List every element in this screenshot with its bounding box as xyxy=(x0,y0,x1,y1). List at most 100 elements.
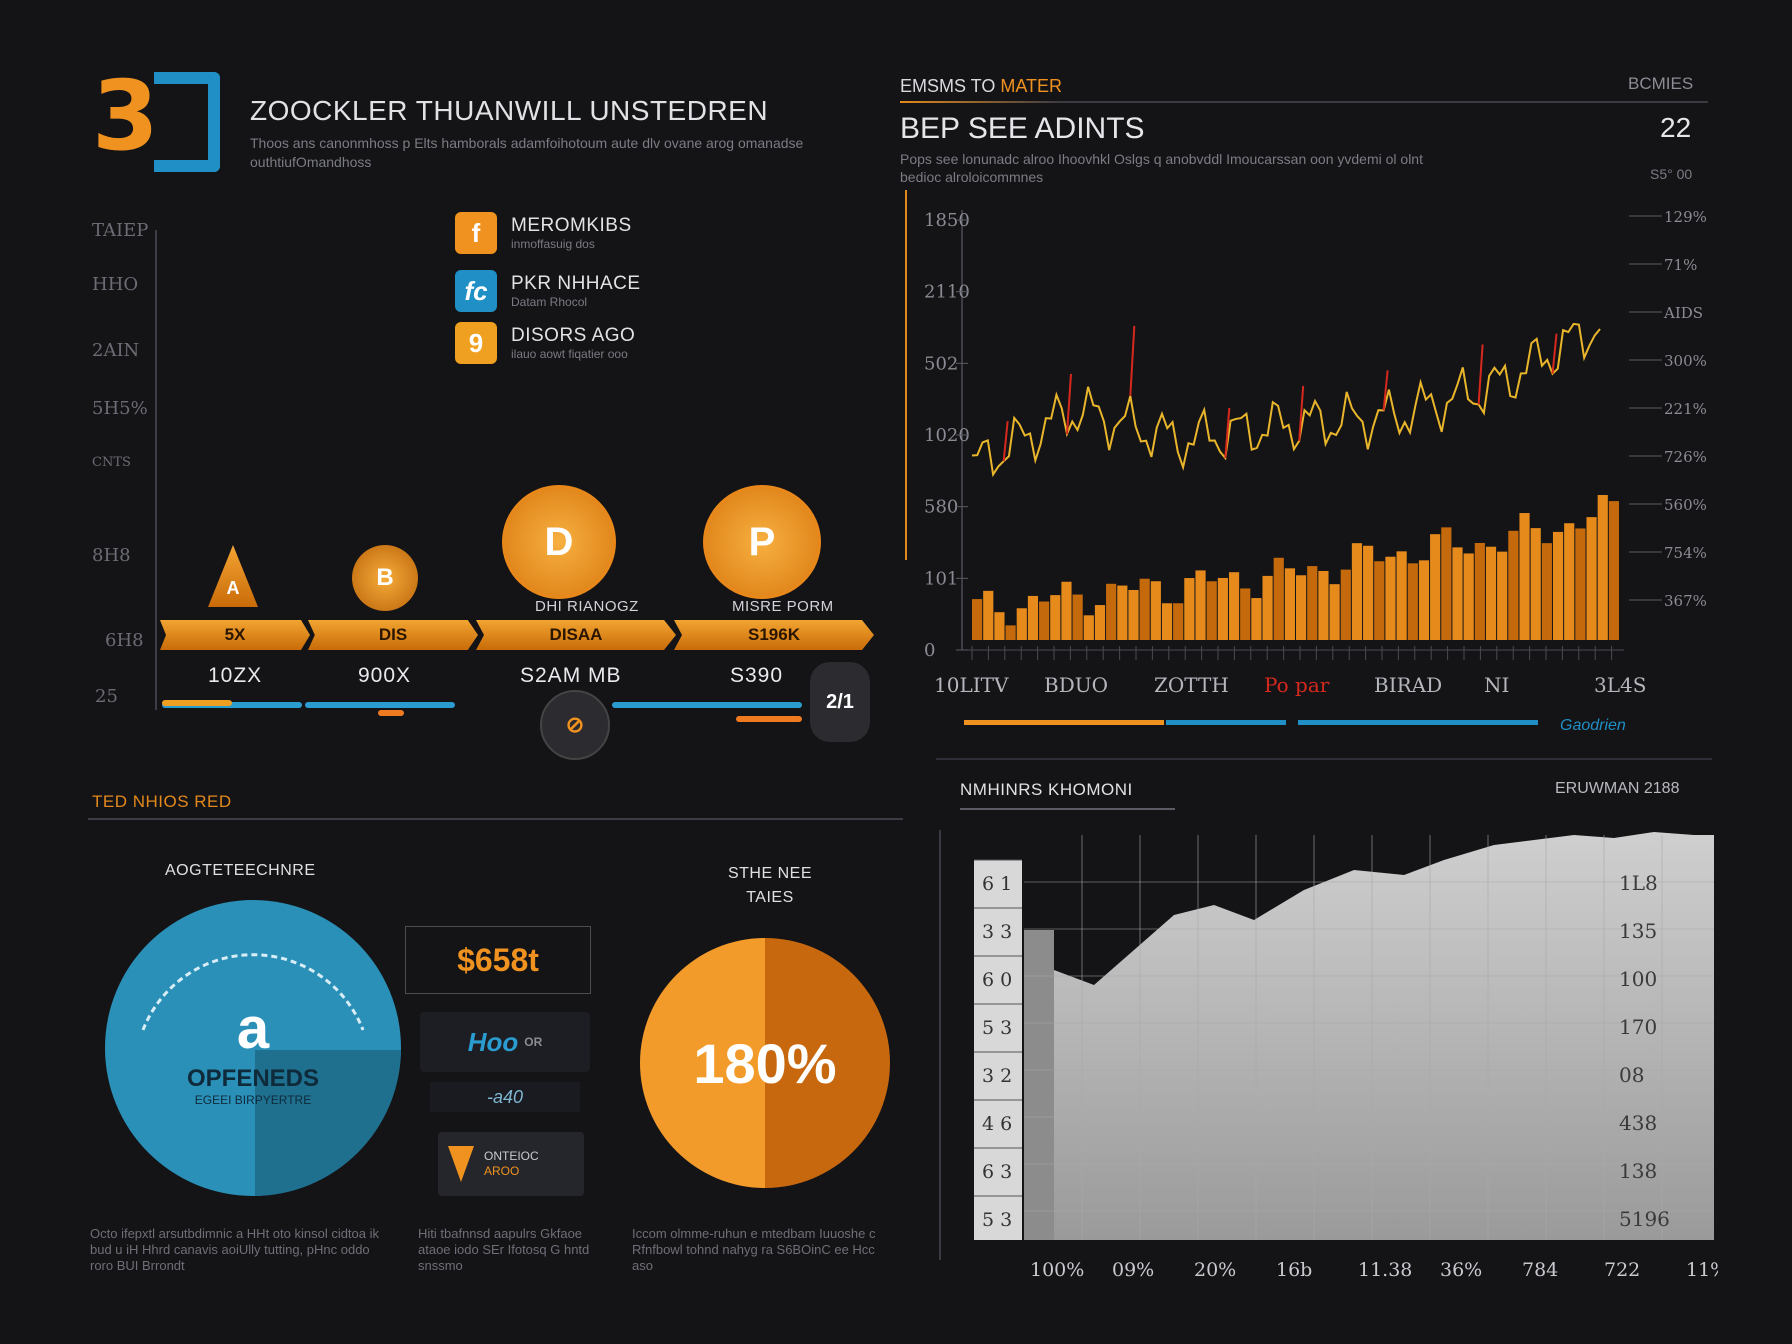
right-tick-label: 08 xyxy=(1619,1063,1644,1087)
panel-heading: BEP SEE ADINTS xyxy=(900,112,1145,145)
legend-sub: inmoffasuig dos xyxy=(511,237,595,251)
bar xyxy=(972,599,983,640)
kpi-card-line: ONTEIOC xyxy=(484,1149,539,1163)
x-label: 784 xyxy=(1522,1259,1558,1280)
right-tick-label: 726% xyxy=(1664,448,1707,466)
footnote: Iccom olmme-ruhun e mtedbam Iuuoshe c Rf… xyxy=(632,1226,876,1273)
x-label: 722 xyxy=(1604,1259,1640,1280)
bar xyxy=(1106,583,1117,640)
bar xyxy=(1128,589,1139,640)
kicker-accent: MATER xyxy=(1000,76,1063,96)
bar xyxy=(1530,528,1541,640)
kpi-card-line: AROO xyxy=(484,1164,520,1178)
kpi-h[interactable]: Hoo OR xyxy=(420,1012,590,1072)
progress-strip xyxy=(162,700,232,706)
tag-small-icon[interactable]: 2/1 xyxy=(810,662,870,742)
gauge-widget[interactable]: a OPFENEDS EGEEI BIRPYERTRE xyxy=(105,900,401,1196)
legend-label: DISORS AGO xyxy=(511,325,636,346)
badge-icon[interactable]: ⊘ xyxy=(540,690,610,760)
app-subtitle: Thoos ans canonmhoss p Elts hamborals ad… xyxy=(250,135,804,170)
right-tick-label: 754% xyxy=(1664,544,1707,562)
left-tick-label: 6 0 xyxy=(982,969,1012,991)
right-tick-label: 367% xyxy=(1664,592,1707,610)
panel-kicker: EMSMS TO MATER xyxy=(900,76,1062,97)
bar xyxy=(1273,557,1284,640)
legend-label: Gaodrien xyxy=(1560,717,1626,734)
tick-column xyxy=(974,860,1022,1240)
area-chart[interactable]: 6 1 3 3 6 0 5 3 3 2 4 6 6 3 5 3 1L8 135 100 170 08 43… xyxy=(938,830,1718,1280)
y-tick-label: 0 xyxy=(924,640,935,661)
pie-chart[interactable]: 180% xyxy=(640,938,890,1188)
kpi-h2[interactable]: -a40 xyxy=(430,1082,580,1112)
kpi-box[interactable]: $658t xyxy=(405,926,591,994)
legend-item-2[interactable]: fc PKR NHHACE Datam Rhocol xyxy=(455,270,641,312)
bar xyxy=(1184,578,1195,640)
area-shadow xyxy=(1024,930,1054,1240)
panel-description: Pops see lonunadc alroo Ihoovhkl Oslgs q… xyxy=(900,151,1423,185)
footnote: Octo ifepxtl arsutbdimnic a HHt oto kins… xyxy=(90,1226,380,1273)
bar xyxy=(1161,603,1173,640)
right-tick-label: 1L8 xyxy=(1619,871,1658,895)
section-title: TED NHIOS RED xyxy=(92,792,232,811)
y-tick: CNTS xyxy=(92,455,131,470)
bar xyxy=(1050,595,1061,640)
y-tick-label: 502 xyxy=(924,353,958,374)
gauge-label: AOGTETEECHNRE xyxy=(165,862,316,879)
y-tick: 2AIN xyxy=(92,340,140,361)
x-label: 3L4S xyxy=(1594,673,1646,697)
panel-corner: BCMIES xyxy=(1628,74,1694,93)
left-tick-label: 6 3 xyxy=(982,1161,1012,1183)
y-tick: HHO xyxy=(92,274,139,295)
bar xyxy=(1217,577,1228,640)
panel-number-sub: S5° 00 xyxy=(1650,166,1693,182)
bar xyxy=(1519,513,1530,640)
progress-strip xyxy=(162,702,302,708)
bar xyxy=(1195,570,1206,640)
gauge-sub: EGEEI BIRPYERTRE xyxy=(194,1093,312,1107)
bar xyxy=(1418,560,1430,640)
legend-label: PKR NHHACE xyxy=(511,273,641,294)
legend-item-1[interactable]: f MEROMKIBS inmoffasuig dos xyxy=(455,212,632,254)
bar xyxy=(1251,598,1262,640)
x-label: BDUO xyxy=(1044,673,1108,697)
bar xyxy=(1005,625,1016,640)
line-bar-chart[interactable]: 1850 2110 502 1020 580 101 0 129% 71% AIDS 300% 221… xyxy=(904,190,1714,750)
x-label: 20% xyxy=(1194,1259,1236,1280)
arrow-down-icon xyxy=(448,1146,474,1182)
left-tick-label: 3 2 xyxy=(982,1065,1012,1087)
x-label: Po par xyxy=(1264,673,1330,697)
kpi-card[interactable]: ONTEIOC AROO xyxy=(438,1132,584,1196)
bar xyxy=(1564,523,1575,640)
app-title: ZOOCKLER THUANWILL UNSTEDREN xyxy=(250,95,769,126)
bar xyxy=(1329,584,1340,640)
x-label: 11% xyxy=(1686,1259,1718,1280)
right-tick-label: 560% xyxy=(1664,496,1707,514)
spike xyxy=(1002,421,1009,462)
progress-strip xyxy=(612,702,802,708)
category-label: MISRE PORM xyxy=(732,598,834,615)
bar xyxy=(1083,615,1094,640)
y-tick-label: 101 xyxy=(924,568,958,589)
gauge-title: OPFENEDS xyxy=(186,1065,320,1092)
kpi-h-sub: OR xyxy=(524,1035,543,1049)
function-icon: f xyxy=(455,212,497,254)
bar xyxy=(1463,553,1474,640)
kpi-h-value: Hoo xyxy=(467,1026,519,1057)
legend-item-3[interactable]: 9 DISORS AGO ilauo aowt fiqatier ooo xyxy=(455,322,635,364)
right-tick-label: 71% xyxy=(1664,256,1697,274)
bar xyxy=(1552,531,1564,640)
x-label: ZOTTH xyxy=(1154,673,1229,697)
ribbon-segment: 5X xyxy=(160,620,310,650)
right-tick-label: 129% xyxy=(1664,208,1707,226)
series-line xyxy=(971,322,1601,478)
bar xyxy=(1396,551,1407,640)
logo-mark xyxy=(154,72,220,172)
bar xyxy=(1072,594,1083,640)
gauge-arc xyxy=(141,953,365,1031)
x-label: 16b xyxy=(1276,1259,1312,1280)
spike xyxy=(1298,385,1305,441)
pie-label-line: STHE NEE xyxy=(727,865,812,882)
right-tick-label: 135 xyxy=(1619,919,1657,943)
kicker-text: EMSMS TO xyxy=(900,76,996,96)
bar xyxy=(1284,568,1295,640)
